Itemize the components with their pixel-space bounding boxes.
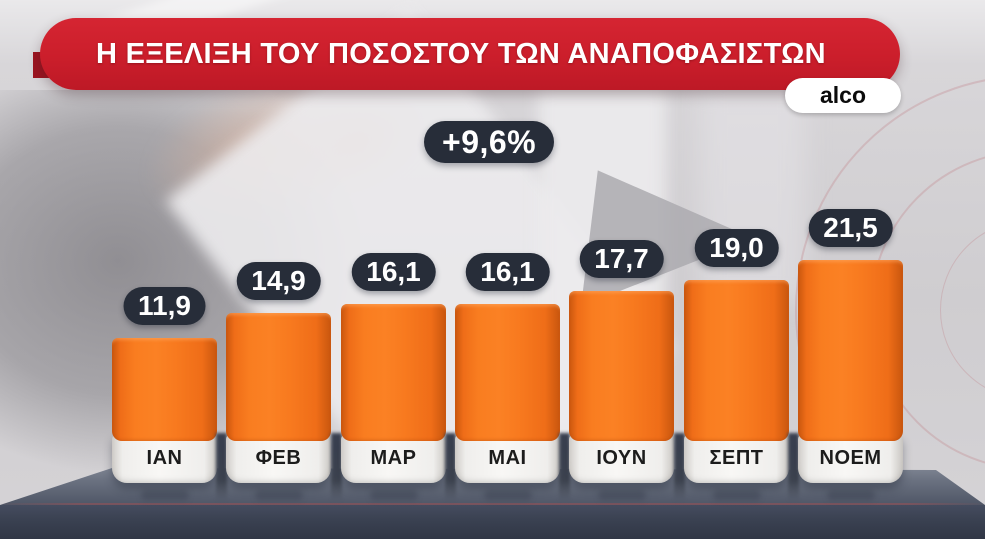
month-base-block: ΝΟΕΜ — [798, 433, 903, 483]
value-label: 17,7 — [594, 243, 649, 274]
bar-reflection — [712, 490, 761, 500]
platform-accent-line — [0, 503, 985, 505]
bar-group: ΦΕΒ 14,9 — [216, 0, 331, 539]
bar — [226, 313, 331, 441]
bar — [112, 338, 217, 441]
month-base-block: ΙΟΥΝ — [569, 433, 674, 483]
bar-group: ΜΑΡ 16,1 — [331, 0, 446, 539]
bar-gap-shadow — [331, 433, 342, 501]
bar — [798, 260, 903, 441]
month-base-block: ΣΕΠΤ — [684, 433, 789, 483]
value-badge: 16,1 — [465, 253, 550, 291]
month-base-block: ΙΑΝ — [112, 433, 217, 483]
value-label: 14,9 — [251, 265, 306, 296]
bar-gap-shadow — [674, 433, 685, 501]
month-label: ΜΑΙ — [488, 446, 527, 469]
value-badge: 21,5 — [808, 209, 893, 247]
value-badge: 17,7 — [579, 240, 664, 278]
change-badge: +9,6% — [424, 121, 555, 163]
bar-group: ΙΑΝ 11,9 — [112, 0, 217, 539]
month-label: ΣΕΠΤ — [709, 446, 764, 469]
month-label: ΦΕΒ — [255, 446, 302, 469]
source-badge: alco — [785, 78, 901, 113]
value-badge: 14,9 — [236, 262, 321, 300]
value-label: 19,0 — [709, 232, 764, 263]
bar-gap-shadow — [216, 433, 227, 501]
bar-reflection — [254, 490, 303, 500]
bar-group: ΙΟΥΝ 17,7 — [559, 0, 674, 539]
title-banner: Η ΕΞΕΛΙΞΗ ΤΟΥ ΠΟΣΟΣΤΟΥ ΤΩΝ ΑΝΑΠΟΦΑΣΙΣΤΩΝ — [40, 18, 900, 90]
bar-group: ΝΟΕΜ 21,5 — [788, 0, 903, 539]
bar — [569, 291, 674, 441]
month-label: ΙΑΝ — [146, 446, 183, 469]
value-label: 21,5 — [823, 212, 878, 243]
value-label: 16,1 — [366, 256, 421, 287]
bar — [455, 304, 560, 441]
month-base-block: ΦΕΒ — [226, 433, 331, 483]
backdrop-shirt2-blur — [700, 88, 805, 303]
bar-gap-shadow — [788, 433, 799, 501]
bar-group: ΣΕΠΤ 19,0 — [674, 0, 789, 539]
value-badge: 16,1 — [351, 253, 436, 291]
bar-reflection — [826, 490, 875, 500]
value-badge: 19,0 — [694, 229, 779, 267]
bar-reflection — [140, 490, 189, 500]
bar-gap-shadow — [445, 433, 456, 501]
bar-group: ΜΑΙ 16,1 — [445, 0, 560, 539]
month-base-block: ΜΑΙ — [455, 433, 560, 483]
bar — [341, 304, 446, 441]
value-badge: 11,9 — [123, 287, 206, 325]
month-label: ΝΟΕΜ — [819, 446, 882, 469]
source-badge-label: alco — [819, 82, 867, 108]
page-title: Η ΕΞΕΛΙΞΗ ΤΟΥ ΠΟΣΟΣΤΟΥ ΤΩΝ ΑΝΑΠΟΦΑΣΙΣΤΩΝ — [96, 37, 826, 70]
month-label: ΜΑΡ — [370, 446, 417, 469]
month-base-block: ΜΑΡ — [341, 433, 446, 483]
bar-reflection — [597, 490, 646, 500]
value-label: 16,1 — [480, 256, 535, 287]
bar-reflection — [483, 490, 532, 500]
change-label: +9,6% — [442, 123, 537, 160]
bar — [684, 280, 789, 441]
month-label: ΙΟΥΝ — [596, 446, 647, 469]
platform-front-face — [0, 505, 985, 539]
value-label: 11,9 — [138, 290, 191, 321]
bar-reflection — [369, 490, 418, 500]
bar-gap-shadow — [559, 433, 570, 501]
